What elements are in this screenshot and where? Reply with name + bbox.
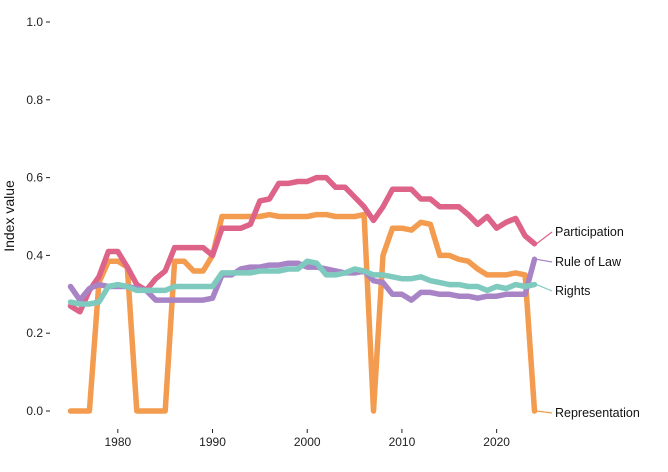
series-line-representation [67, 211, 538, 414]
series-label-connector [536, 258, 553, 263]
x-tick-label: 2000 [294, 435, 321, 449]
y-axis-title: Index value [1, 180, 17, 252]
y-tick-label: 0.4 [26, 248, 43, 262]
series-label: Rule of Law [555, 255, 622, 269]
x-tick-label: 1980 [104, 435, 131, 449]
series-label: Rights [555, 284, 590, 298]
x-tick-label: 2010 [389, 435, 416, 449]
x-tick-label: 2020 [483, 435, 510, 449]
series-label-connector [536, 231, 553, 245]
x-axis: 1980 1990 2000 2010 2020 [104, 429, 510, 449]
series-label: Representation [555, 406, 640, 420]
y-tick-label: 0.0 [26, 404, 43, 418]
x-tick-label: 1990 [199, 435, 226, 449]
y-tick-label: 0.2 [26, 326, 43, 340]
series-layer [67, 174, 538, 414]
series-label-connector [536, 410, 553, 414]
series-line-rights [67, 258, 538, 307]
y-tick-label: 0.6 [26, 171, 43, 185]
series-labels: Representation Participation Rule of Law Ri… [536, 225, 640, 420]
y-tick-label: 0.8 [26, 93, 43, 107]
series-label-connector [536, 284, 553, 292]
series-label: Participation [555, 225, 624, 239]
y-axis: 0.0 0.2 0.4 0.6 0.8 1.0 [26, 15, 50, 418]
y-tick-label: 1.0 [26, 15, 43, 29]
